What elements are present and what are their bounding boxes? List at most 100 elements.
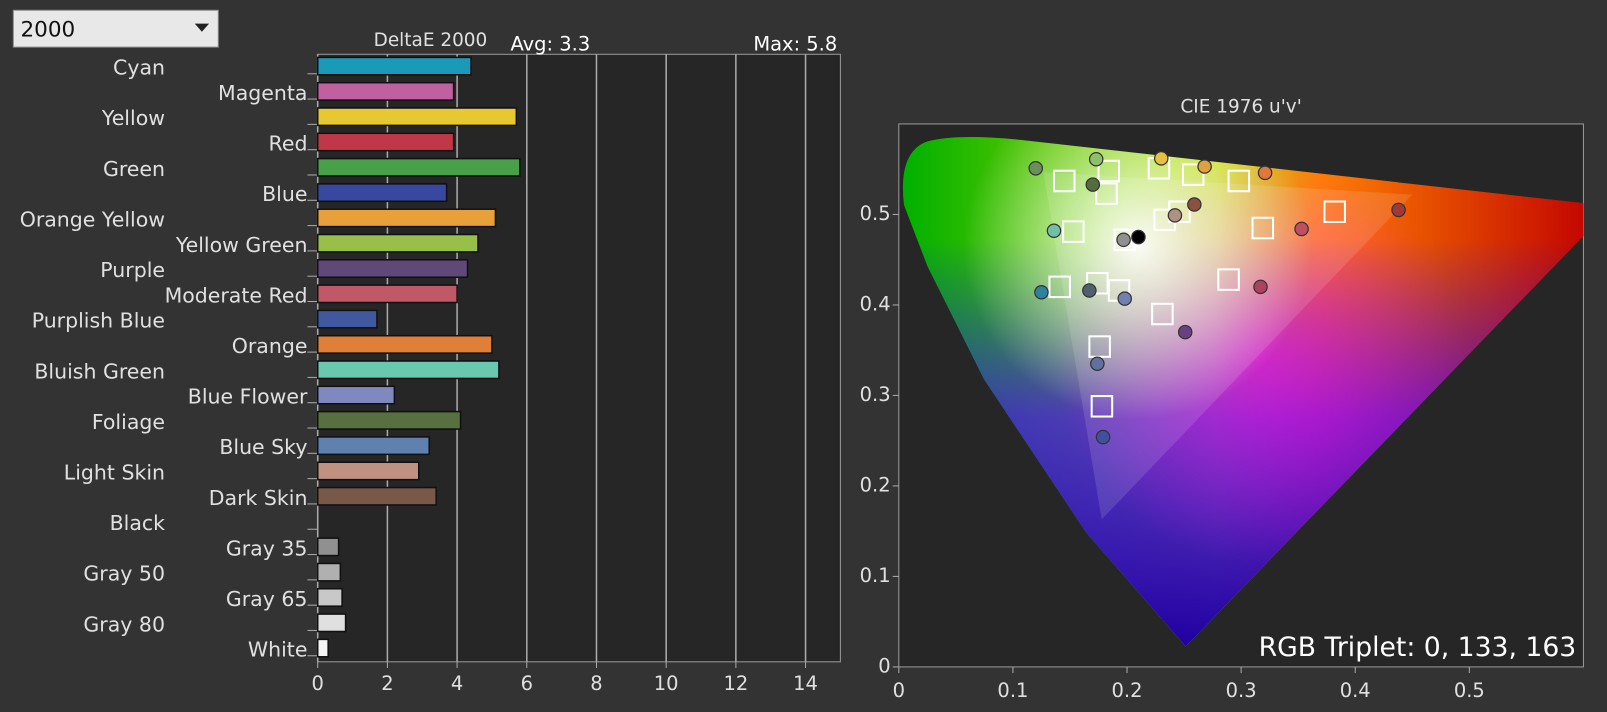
target-point	[1048, 275, 1071, 299]
measured-point	[1046, 223, 1062, 239]
y-tick-label: 0.5	[860, 202, 891, 225]
target-point	[1323, 200, 1346, 224]
chart-title: DeltaE 2000	[374, 30, 488, 51]
category-label: Blue Flower	[188, 385, 308, 409]
measured-point	[1088, 151, 1104, 167]
category-label: Red	[269, 132, 308, 156]
target-point	[1151, 302, 1174, 326]
x-tick-label: 8	[590, 672, 602, 695]
x-tick-label: 0.4	[1340, 679, 1371, 702]
category-label: Cyan	[113, 56, 165, 80]
x-tick-label: 0	[312, 672, 324, 695]
target-point	[1251, 216, 1275, 240]
category-label: Black	[110, 511, 166, 535]
bar	[316, 385, 396, 405]
category-label: Green	[103, 157, 165, 181]
bar	[316, 638, 329, 658]
x-tick-label: 6	[521, 672, 533, 695]
target-point	[1217, 268, 1240, 291]
measured-point	[1187, 197, 1202, 212]
gamut-triangle	[1043, 172, 1413, 520]
category-label: Foliage	[92, 410, 165, 434]
category-label: Bluish Green	[34, 359, 165, 383]
y-tick-label: 0.3	[860, 383, 891, 406]
category-label: Magenta	[218, 81, 307, 105]
measured-point	[1028, 161, 1044, 176]
measured-point	[1090, 356, 1105, 372]
bar	[316, 157, 521, 177]
chart-title: CIE 1976 u'v'	[1180, 97, 1301, 118]
measured-point	[1177, 324, 1193, 340]
bar	[316, 537, 340, 557]
measured-point	[1116, 232, 1131, 248]
bar	[316, 208, 497, 228]
measured-point	[1117, 291, 1133, 306]
target-point	[1062, 220, 1085, 243]
bar	[316, 486, 437, 506]
target-point	[1090, 395, 1114, 418]
y-tick-label: 0.1	[860, 564, 891, 587]
dropdown[interactable]: 2000	[12, 9, 219, 48]
category-label: Gray 65	[226, 587, 308, 611]
bar	[316, 562, 342, 582]
bar	[316, 309, 378, 329]
bar	[316, 259, 469, 278]
category-label: Yellow Green	[175, 233, 308, 257]
x-tick-label: 12	[723, 672, 748, 695]
target-point	[1181, 163, 1205, 186]
x-tick-label: 2	[381, 672, 393, 695]
y-tick-label: 0.2	[860, 473, 891, 496]
category-label: Orange Yellow	[20, 207, 165, 231]
measured-point	[1131, 229, 1146, 245]
measured-point	[1197, 159, 1212, 174]
measured-point	[1167, 208, 1183, 223]
category-label: Orange	[232, 334, 308, 358]
category-label: White	[248, 638, 308, 662]
target-point	[1086, 271, 1109, 295]
measured-point	[1095, 429, 1111, 445]
category-label: Gray 35	[226, 536, 308, 560]
measured-point	[1034, 285, 1049, 300]
bar	[316, 461, 420, 481]
measured-point	[1082, 283, 1097, 298]
target-point	[1227, 169, 1251, 193]
category-label: Light Skin	[64, 461, 165, 485]
category-label: Purplish Blue	[32, 309, 165, 333]
category-label: Blue	[262, 182, 307, 206]
dropdown-value[interactable]: 2000	[20, 18, 75, 43]
y-tick-label: 0	[878, 654, 890, 677]
annotation: RGB Triplet: 0, 133, 163	[1259, 632, 1577, 663]
measured-point	[1253, 279, 1268, 295]
x-tick-label: 0.1	[997, 679, 1028, 702]
bar	[316, 410, 462, 430]
dropdown-box[interactable]	[12, 9, 219, 48]
bar	[316, 183, 448, 203]
x-tick-label: 14	[793, 672, 818, 695]
x-tick-label: 0.2	[1112, 679, 1143, 702]
category-label: Purple	[100, 258, 165, 282]
x-tick-label: 0.3	[1226, 679, 1257, 702]
spectral-locus-white	[902, 137, 1584, 647]
category-label: Moderate Red	[165, 283, 308, 307]
category-label: Dark Skin	[209, 486, 308, 510]
dropdown-arrow[interactable]	[194, 23, 210, 32]
measured-point	[1257, 165, 1273, 181]
bar	[316, 436, 430, 456]
x-tick-label: 4	[451, 672, 463, 695]
y-tick-label: 0.4	[860, 292, 891, 315]
category-label: Yellow	[101, 106, 165, 130]
measured-point	[1153, 151, 1169, 166]
bar	[316, 56, 472, 76]
cie-gamut	[902, 137, 1584, 647]
measured-point	[1294, 221, 1309, 237]
category-label: Gray 50	[83, 562, 165, 586]
bar	[316, 360, 500, 380]
bar	[316, 107, 518, 127]
bar	[316, 233, 479, 253]
bar	[316, 81, 455, 101]
target-point	[1097, 159, 1121, 183]
annotation: Max: 5.8	[753, 33, 837, 56]
category-label: Gray 80	[83, 612, 165, 636]
